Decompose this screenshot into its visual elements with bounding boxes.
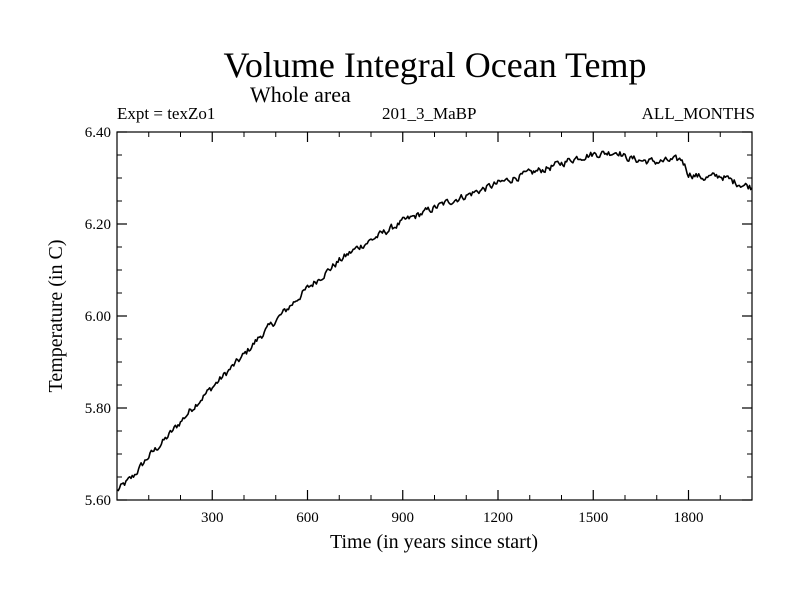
run-label: 201_3_MaBP — [382, 104, 477, 123]
chart-subtitle: Whole area — [250, 82, 351, 107]
x-tick-label: 1800 — [674, 510, 704, 526]
x-axis-label: Time (in years since start) — [330, 531, 538, 553]
chart-title: Volume Integral Ocean Temp — [223, 45, 647, 85]
y-tick-label: 6.40 — [85, 125, 111, 141]
x-tick-label: 900 — [392, 510, 415, 526]
y-tick-label: 5.60 — [85, 493, 111, 509]
x-tick-label: 300 — [201, 510, 224, 526]
x-tick-label: 1200 — [483, 510, 513, 526]
series-line — [116, 150, 753, 492]
y-tick-label: 6.20 — [85, 217, 111, 233]
y-tick-label: 6.00 — [85, 309, 111, 325]
x-tick-label: 600 — [296, 510, 319, 526]
y-axis-label: Temperature (in C) — [45, 240, 67, 393]
y-tick-label: 5.80 — [85, 401, 111, 417]
experiment-label: Expt = texZo1 — [117, 104, 216, 123]
months-label: ALL_MONTHS — [641, 104, 755, 123]
plot-frame — [116, 131, 753, 501]
x-tick-label: 1500 — [578, 510, 608, 526]
